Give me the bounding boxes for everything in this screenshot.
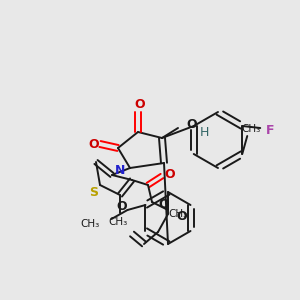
Text: CH₃: CH₃ (108, 217, 128, 227)
Text: O: O (89, 137, 99, 151)
Text: H: H (200, 127, 209, 140)
Text: O: O (116, 200, 127, 214)
Text: CH₃: CH₃ (168, 209, 188, 219)
Text: S: S (89, 185, 98, 199)
Text: CH₃: CH₃ (80, 219, 100, 229)
Text: F: F (266, 124, 275, 136)
Text: O: O (135, 98, 145, 112)
Text: O: O (186, 118, 196, 131)
Text: O: O (165, 167, 175, 181)
Text: N: N (115, 164, 125, 176)
Text: O: O (176, 209, 187, 223)
Text: CH₃: CH₃ (242, 124, 261, 134)
Text: O: O (158, 199, 169, 212)
